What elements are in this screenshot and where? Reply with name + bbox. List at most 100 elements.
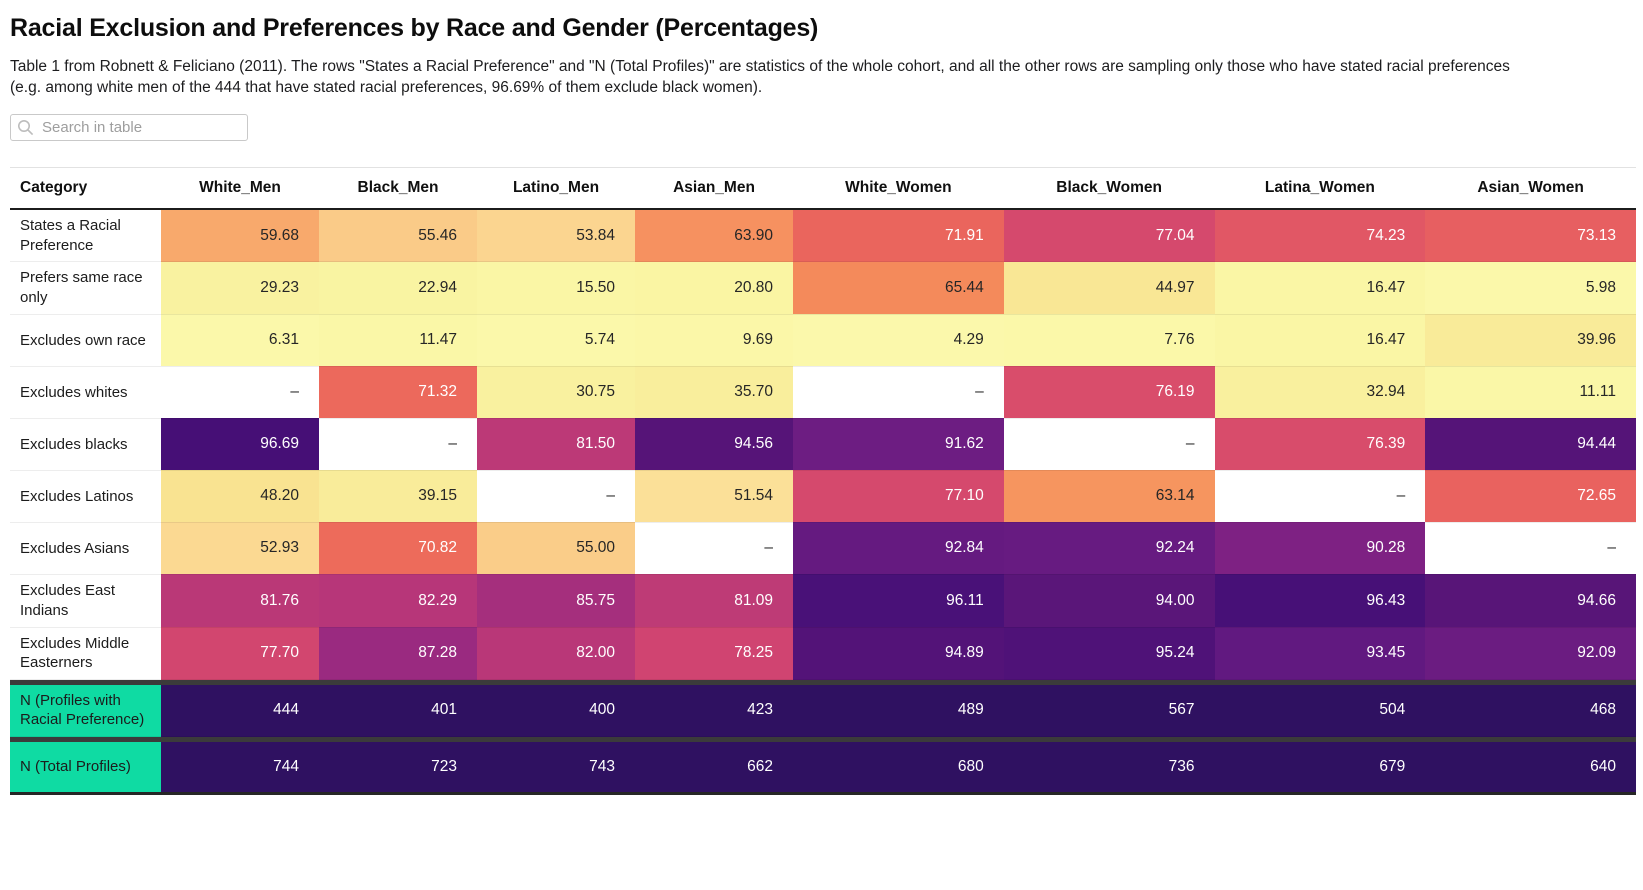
table-cell: 489 — [793, 684, 1004, 738]
column-header: White_Men — [161, 166, 319, 210]
row-label: N (Profiles with Racial Preference) — [10, 684, 161, 738]
table-cell: 94.89 — [793, 627, 1004, 681]
row-label: N (Total Profiles) — [10, 741, 161, 795]
search-input[interactable] — [10, 113, 248, 141]
table-cell: 30.75 — [477, 366, 635, 419]
table-cell: 92.84 — [793, 522, 1004, 575]
table-cell: 92.24 — [1003, 522, 1215, 575]
table-cell: 468 — [1425, 684, 1636, 738]
table-cell: 16.47 — [1214, 314, 1426, 367]
page-container: Racial Exclusion and Preferences by Race… — [10, 14, 1636, 796]
table-cell: 11.11 — [1425, 366, 1636, 419]
table-cell: 94.56 — [635, 418, 793, 471]
table-cell: 71.32 — [319, 366, 477, 419]
table-cell: 76.19 — [1003, 366, 1215, 419]
table-cell: – — [1003, 418, 1215, 471]
table-cell: 401 — [319, 684, 477, 738]
table-cell: 63.14 — [1003, 470, 1215, 523]
table-cell: 94.66 — [1425, 574, 1636, 628]
table-cell: 96.69 — [161, 418, 319, 471]
separator-row — [10, 736, 1636, 742]
table-cell: 65.44 — [793, 261, 1004, 315]
table-cell: 7.76 — [1003, 314, 1215, 367]
table-cell: 92.09 — [1425, 627, 1636, 681]
table-cell: 11.47 — [319, 314, 477, 367]
table-cell: 59.68 — [161, 208, 319, 263]
table-row: N (Total Profiles) 744 723 743 662 680 736 679 6… — [10, 741, 1636, 795]
column-header: White_Women — [793, 166, 1004, 210]
table-cell: 70.82 — [319, 522, 477, 575]
separator-row — [10, 679, 1636, 685]
table-cell: 743 — [477, 741, 635, 795]
table-row: Prefers same race only 29.23 22.94 15.50 20.… — [10, 261, 1636, 315]
table-cell: 82.29 — [319, 574, 477, 628]
table-cell: – — [1214, 470, 1426, 523]
row-label: Excludes blacks — [10, 418, 161, 471]
table-cell: 15.50 — [477, 261, 635, 315]
table-cell: 95.24 — [1003, 627, 1215, 681]
column-header: Latino_Men — [477, 166, 635, 210]
table-cell: 39.96 — [1425, 314, 1636, 367]
table-cell: 744 — [161, 741, 319, 795]
table-cell: 94.00 — [1003, 574, 1215, 628]
table-cell: 81.09 — [635, 574, 793, 628]
table-row: Excludes blacks 96.69–81.50 94.56 91.62–76.… — [10, 418, 1636, 471]
table-cell: 567 — [1003, 684, 1215, 738]
table-cell: 81.76 — [161, 574, 319, 628]
table-cell: 96.11 — [793, 574, 1004, 628]
table-cell: 504 — [1214, 684, 1426, 738]
table-cell: 423 — [635, 684, 793, 738]
table-row: Excludes Middle Easterners 77.70 87.28 82.0… — [10, 627, 1636, 681]
table-cell: 53.84 — [477, 208, 635, 263]
table-row: Excludes own race 6.31 11.47 5.74 9.69 4.29 7.… — [10, 314, 1636, 367]
table-row: Excludes East Indians 81.76 82.29 85.75 81.0… — [10, 574, 1636, 628]
table-cell: 93.45 — [1214, 627, 1426, 681]
row-label: Excludes whites — [10, 366, 161, 419]
table-cell: 77.04 — [1003, 208, 1215, 263]
table-row: Excludes Asians 52.93 70.82 55.00 – 92.84 92.2… — [10, 522, 1636, 575]
table-cell: 35.70 — [635, 366, 793, 419]
table-cell: 48.20 — [161, 470, 319, 523]
separator-bar — [10, 736, 1636, 742]
table-cell: 55.00 — [477, 522, 635, 575]
table-cell: 640 — [1425, 741, 1636, 795]
table-cell: 52.93 — [161, 522, 319, 575]
page-title: Racial Exclusion and Preferences by Race… — [10, 14, 819, 42]
table-cell: 72.65 — [1425, 470, 1636, 523]
table-cell: 77.10 — [793, 470, 1004, 523]
table-cell: 91.62 — [793, 418, 1004, 471]
column-header: Asian_Men — [635, 166, 793, 210]
table-cell: 78.25 — [635, 627, 793, 681]
table-row: Excludes whites –71.32 30.75 35.70–76.19 32.… — [10, 366, 1636, 419]
column-header-category: Category — [10, 166, 161, 210]
table-cell: 400 — [477, 684, 635, 738]
table-cell: 22.94 — [319, 261, 477, 315]
table-cell: 29.23 — [161, 261, 319, 315]
table-cell: 73.13 — [1425, 208, 1636, 263]
table-cell: 85.75 — [477, 574, 635, 628]
table-cell: 55.46 — [319, 208, 477, 263]
separator-bar — [10, 679, 1636, 685]
row-label: Excludes East Indians — [10, 574, 161, 628]
heatmap-table: Category White_Men Black_Men Latino_Men Asia… — [10, 166, 1636, 796]
table-cell: 74.23 — [1214, 208, 1426, 263]
table-cell: 5.98 — [1425, 261, 1636, 315]
column-header: Black_Men — [319, 166, 477, 210]
table-cell: 77.70 — [161, 627, 319, 681]
table-cell: 96.43 — [1214, 574, 1426, 628]
table-cell: – — [477, 470, 635, 523]
table-body: States a Racial Preference 59.68 55.46 53.8… — [10, 208, 1636, 795]
table-cell: 90.28 — [1214, 522, 1426, 575]
table-cell: 32.94 — [1214, 366, 1426, 419]
table-cell: 94.44 — [1425, 418, 1636, 471]
table-row: N (Profiles with Racial Preference) 444 40… — [10, 684, 1636, 738]
table-cell: – — [161, 366, 319, 419]
table-cell: 87.28 — [319, 627, 477, 681]
table-cell: 20.80 — [635, 261, 793, 315]
table-cell: – — [1425, 522, 1636, 575]
column-header: Asian_Women — [1425, 166, 1636, 210]
table-cell: 16.47 — [1214, 261, 1426, 315]
row-label: Excludes Asians — [10, 522, 161, 575]
table-cell: 444 — [161, 684, 319, 738]
row-label: States a Racial Preference — [10, 208, 161, 263]
